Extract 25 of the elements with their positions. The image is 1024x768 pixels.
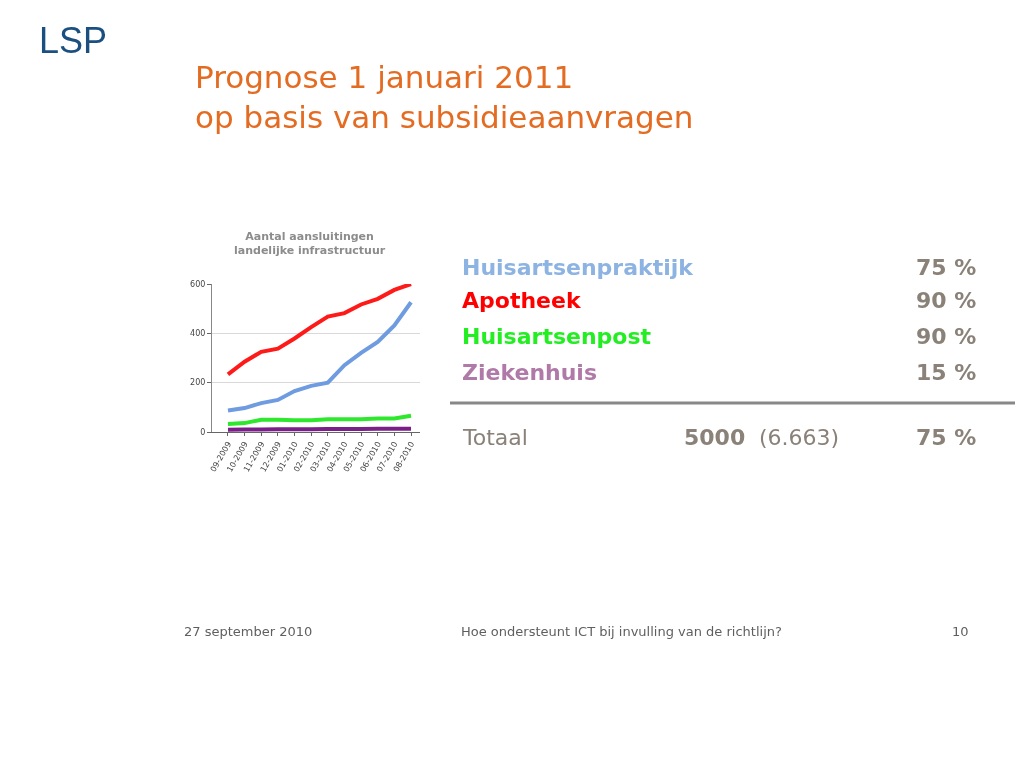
category-label: Ziekenhuis — [462, 360, 597, 385]
category-label: Apotheek — [462, 288, 582, 313]
text: 27 september 2010 — [184, 624, 313, 639]
category-label: Huisartsenpraktijk — [462, 255, 695, 280]
category-label: Huisartsenpost — [462, 324, 652, 349]
text: 90 % — [916, 324, 977, 349]
text: 15 % — [916, 360, 977, 385]
line-series — [225, 284, 414, 377]
text: LSP — [39, 20, 108, 61]
chart-title: Aantal aansluitingen landelijke infrastructuur — [234, 230, 386, 258]
category-label: Totaal — [462, 425, 528, 450]
y-tick-label: 400 — [190, 329, 206, 339]
text: Hoe ondersteunt ICT bij invulling van de richtlijn? — [461, 624, 782, 639]
text: Prognose 1 januari 2011 op basis van subsidieaanvragen — [195, 59, 694, 136]
text: 10 — [952, 624, 969, 639]
text: 90 % — [916, 288, 977, 313]
y-tick-label: 0 — [200, 427, 206, 437]
text: 5000 — [684, 425, 746, 450]
line-series — [225, 413, 414, 427]
text: 75 % — [916, 255, 977, 280]
text: 75 % — [916, 425, 977, 450]
text: (6.663) — [759, 425, 840, 450]
line-series — [225, 300, 414, 413]
y-tick-label: 200 — [190, 378, 206, 388]
y-tick-label: 600 — [190, 279, 206, 289]
